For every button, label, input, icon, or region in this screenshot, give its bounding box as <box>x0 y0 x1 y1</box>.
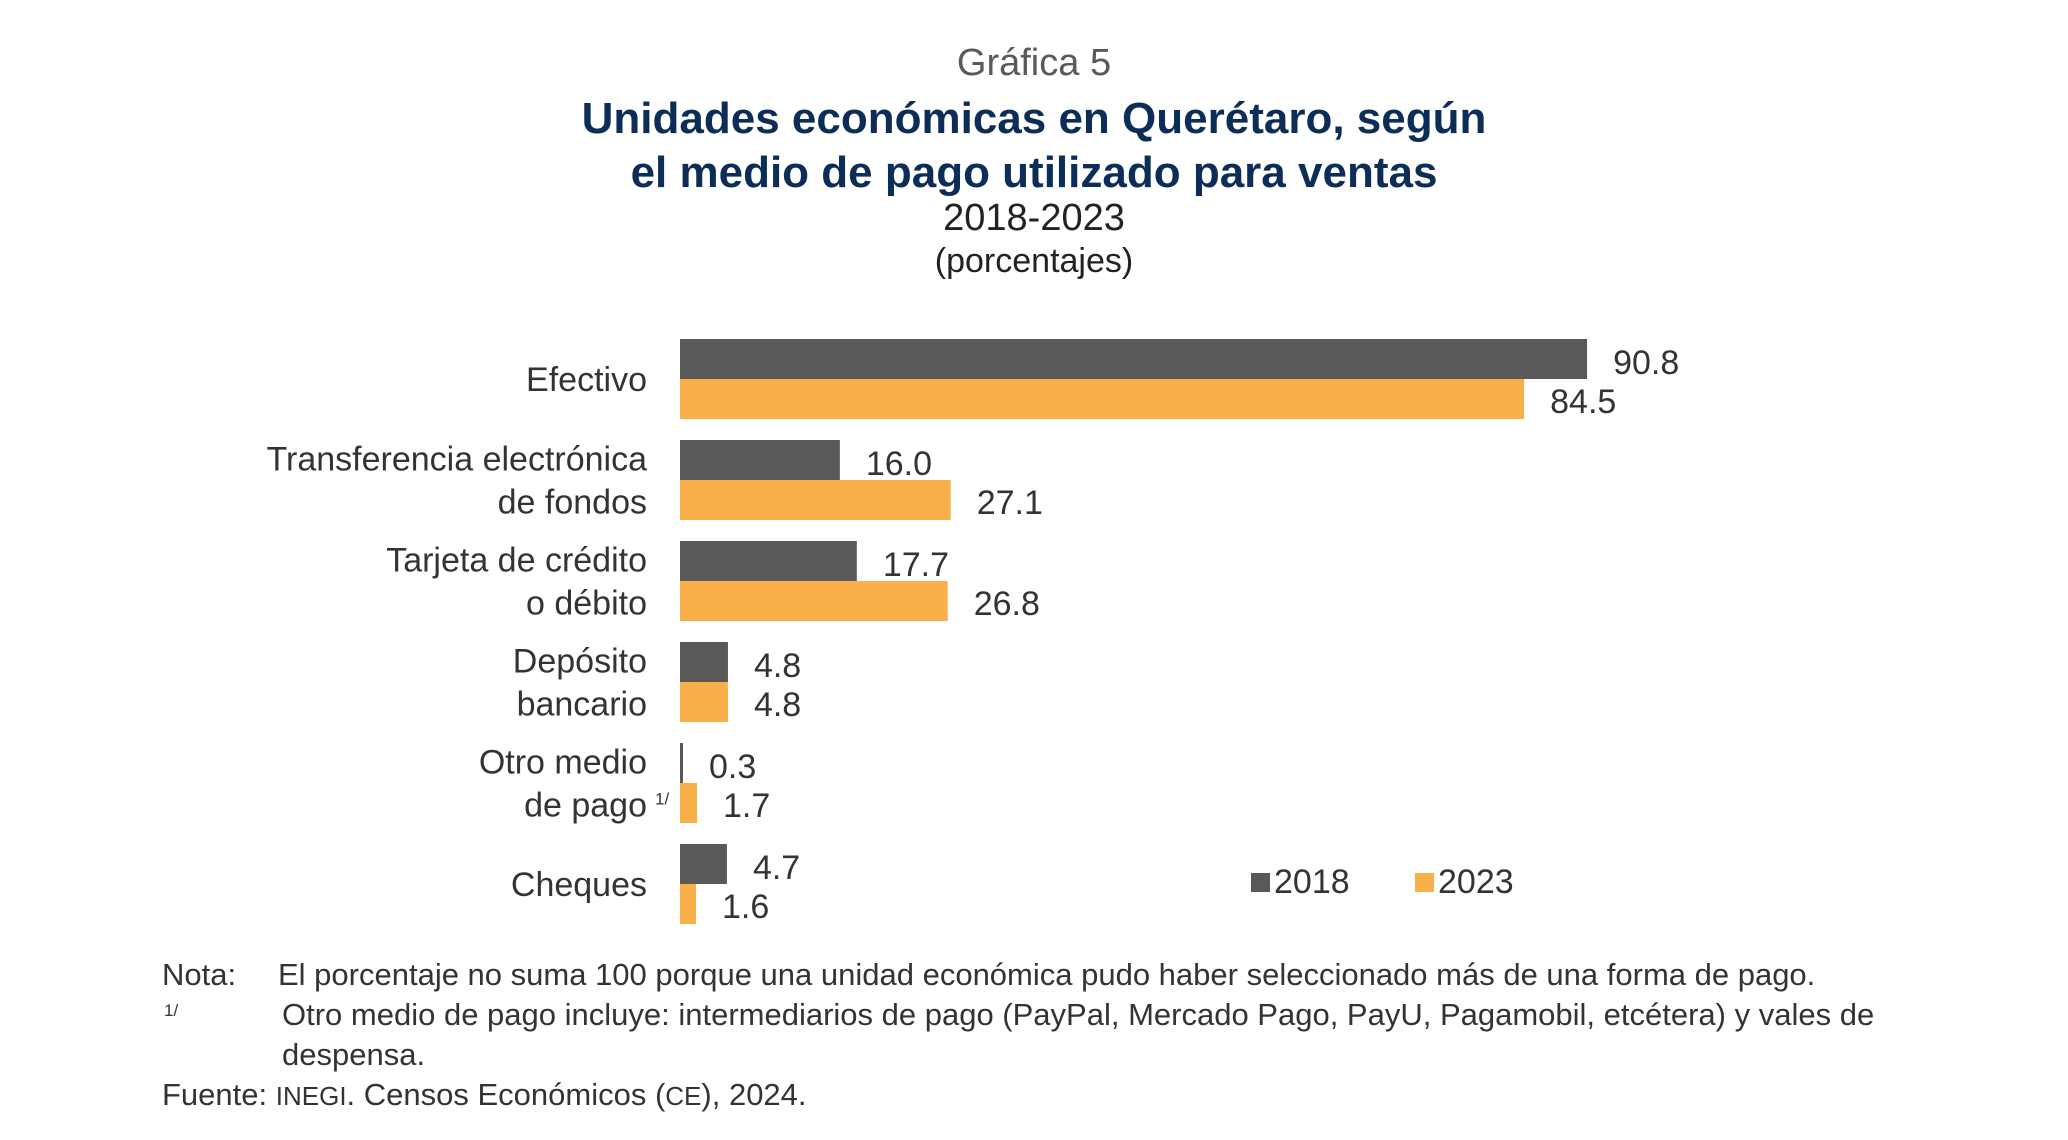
legend-swatch-2023 <box>1415 873 1434 892</box>
source-end: ), 2024. <box>701 1077 807 1112</box>
bar-2018-2 <box>680 541 857 581</box>
source-label: Fuente: <box>162 1077 268 1112</box>
note-text: El porcentaje no suma 100 porque una uni… <box>278 957 1816 992</box>
bar-2018-1 <box>680 440 840 480</box>
data-label: 84.5 <box>1550 383 1616 421</box>
category-label: Depósito <box>513 643 647 681</box>
chart-units: (porcentajes) <box>934 242 1134 280</box>
category-label: Efectivo <box>526 361 647 399</box>
legend-label: 2018 <box>1274 863 1350 901</box>
bar-2018-4 <box>680 743 683 783</box>
data-label: 4.8 <box>754 686 801 724</box>
chart-period: 2018-2023 <box>943 197 1125 239</box>
chart-title-line-1: Unidades económicas en Querétaro, según <box>581 94 1487 143</box>
footnote-text: Otro medio de pago incluye: intermediari… <box>282 997 1875 1072</box>
legend-swatch-2018 <box>1251 873 1270 892</box>
data-label: 27.1 <box>977 484 1043 522</box>
category-label: bancario <box>517 686 647 724</box>
source-text: . Censos Económicos ( <box>346 1077 666 1112</box>
data-label: 1.6 <box>722 888 769 926</box>
data-label: 26.8 <box>974 585 1040 623</box>
bar-2018-5 <box>680 844 727 884</box>
bar-2023-3 <box>680 682 728 722</box>
data-label: 1.7 <box>723 787 770 825</box>
note-row: Nota: El porcentaje no suma 100 porque u… <box>162 955 2022 995</box>
category-label: o débito <box>526 585 647 623</box>
note-label: Nota: <box>162 957 237 992</box>
bar-2023-1 <box>680 480 951 520</box>
data-label: 16.0 <box>866 445 932 483</box>
footnote-row: 1/ Otro medio de pago incluye: intermedi… <box>162 995 2022 1075</box>
data-label: 4.8 <box>754 647 801 685</box>
category-label: Transferencia electrónica <box>267 441 648 479</box>
bar-2018-3 <box>680 642 728 682</box>
category-footnote-mark: 1/ <box>655 790 669 809</box>
chart-kicker: Gráfica 5 <box>956 42 1112 84</box>
bar-chart: Efectivo 90.884.5 Transferencia electrónic… <box>267 339 1679 926</box>
bar-2023-2 <box>680 581 948 621</box>
chart-title-line-2: el medio de pago utilizado para ventas <box>630 148 1438 197</box>
data-label: 4.7 <box>753 849 800 887</box>
category-label: Otro medio <box>479 744 647 782</box>
data-label: 0.3 <box>709 748 756 786</box>
source-row: Fuente: INEGI. Censos Económicos (CE), 2… <box>162 1075 2022 1116</box>
category-label: de pago <box>524 787 647 825</box>
bar-2023-4 <box>680 783 697 823</box>
chart-title: Unidades económicas en Querétaro, según … <box>0 92 2068 200</box>
category-label: de fondos <box>498 484 647 522</box>
category-label: Cheques <box>511 866 647 904</box>
bar-2023-5 <box>680 884 696 924</box>
bar-2018-0 <box>680 339 1588 379</box>
bar-2023-0 <box>680 379 1525 419</box>
legend-label: 2023 <box>1438 863 1514 901</box>
data-label: 90.8 <box>1613 344 1679 382</box>
data-label: 17.7 <box>883 546 949 584</box>
category-label: Tarjeta de crédito <box>386 542 647 580</box>
notes-block: Nota: El porcentaje no suma 100 porque u… <box>162 955 2022 1116</box>
source-org: INEGI <box>275 1081 347 1111</box>
footnote-mark: 1/ <box>164 1001 179 1020</box>
source-abbr: CE <box>665 1081 702 1111</box>
